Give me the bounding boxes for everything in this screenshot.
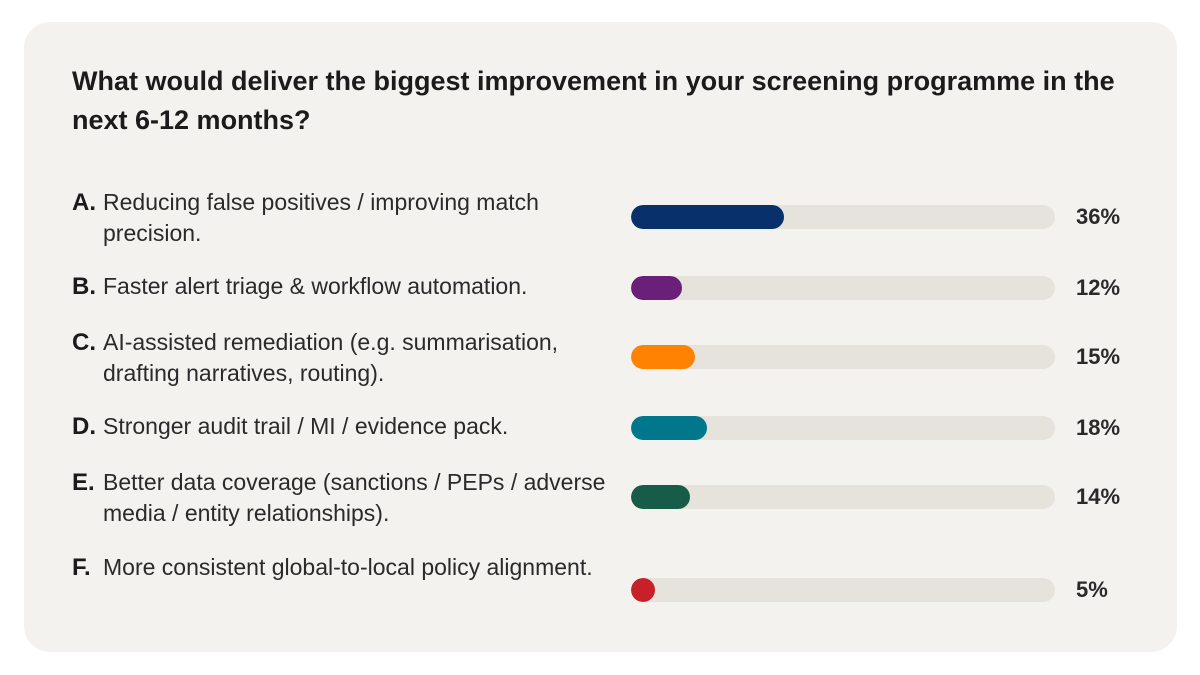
category-label: Faster alert triage & workflow automatio… <box>103 273 528 299</box>
option-letter: F. <box>72 554 91 581</box>
bar-track <box>631 485 1055 509</box>
bar-fill <box>631 485 690 509</box>
bar-track <box>631 416 1055 440</box>
bar-fill <box>631 345 695 369</box>
value-label: 18% <box>1076 415 1121 440</box>
chart-title: What would deliver the biggest improveme… <box>72 66 1115 135</box>
category-label: Better data coverage (sanctions / PEPs /… <box>103 469 606 526</box>
bar-fill <box>631 276 682 300</box>
bar-fill <box>631 205 784 229</box>
value-label: 36% <box>1076 204 1121 229</box>
bar-track <box>631 578 1055 602</box>
bar-track <box>631 345 1055 369</box>
value-label: 12% <box>1076 275 1121 300</box>
option-letter: A. <box>72 189 96 216</box>
category-label: More consistent global-to-local policy a… <box>103 554 593 580</box>
chart-card: What would deliver the biggest improveme… <box>24 22 1177 652</box>
category-label: AI-assisted remediation (e.g. summarisat… <box>103 329 559 386</box>
option-letter: B. <box>72 273 96 300</box>
value-label: 15% <box>1076 344 1121 369</box>
category-label: Stronger audit trail / MI / evidence pac… <box>103 413 509 439</box>
option-letter: D. <box>72 413 96 440</box>
bar-track <box>631 205 1055 229</box>
bar-fill <box>631 578 655 602</box>
option-letter: C. <box>72 329 96 356</box>
value-label: 5% <box>1076 577 1108 602</box>
bar-fill <box>631 416 707 440</box>
category-label: Reducing false positives / improving mat… <box>103 189 539 246</box>
bar-track <box>631 276 1055 300</box>
option-letter: E. <box>72 469 95 496</box>
value-label: 14% <box>1076 484 1121 509</box>
